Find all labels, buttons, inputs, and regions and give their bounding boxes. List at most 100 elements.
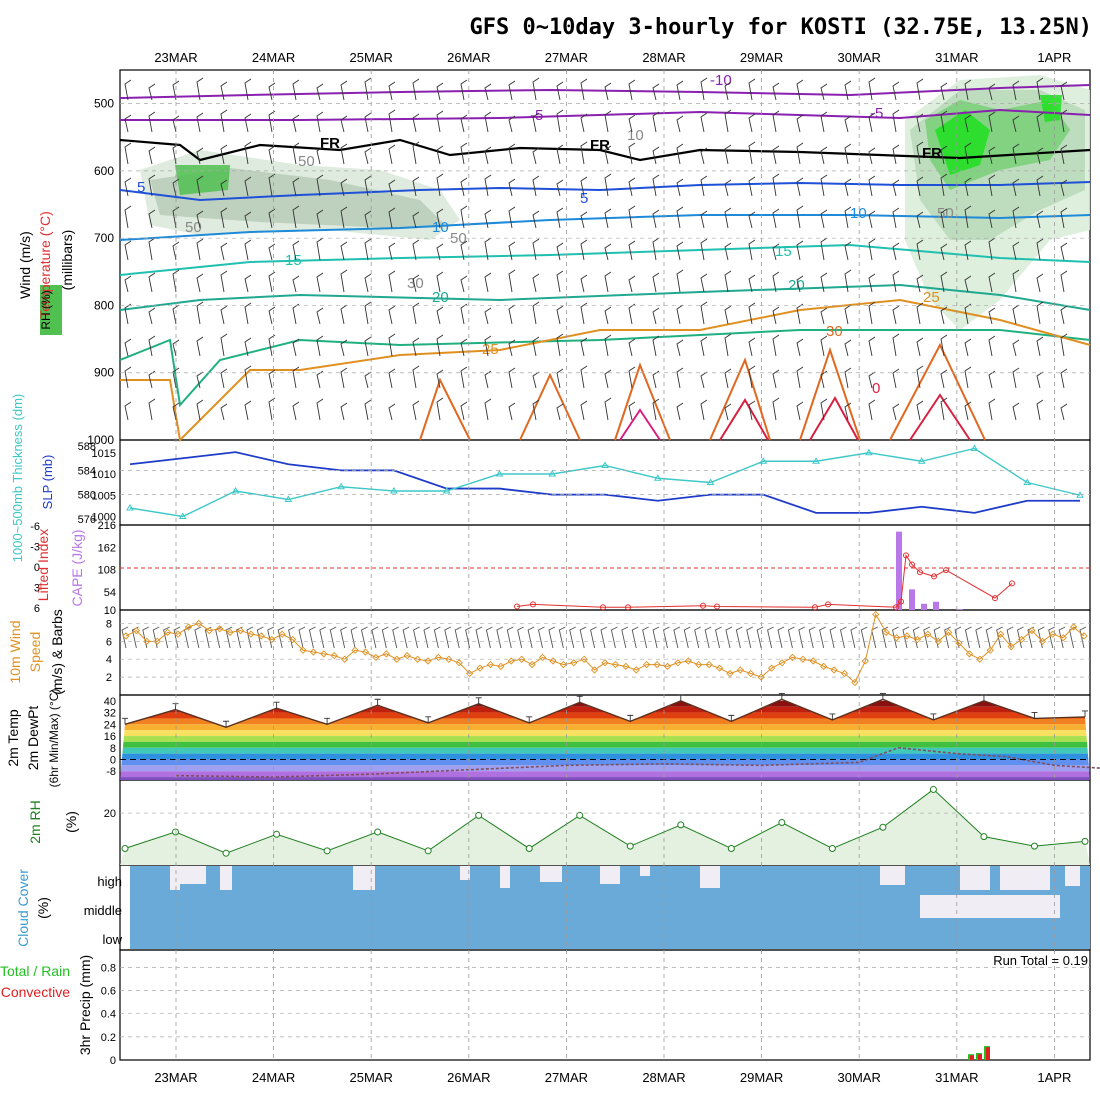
wind10m-barb xyxy=(371,626,379,649)
wind10m-barb xyxy=(360,626,368,649)
wind10m-barb xyxy=(756,626,764,649)
li-point xyxy=(714,603,720,610)
wind10m-barb xyxy=(933,626,941,649)
wind-barb xyxy=(724,179,732,197)
cloud-gap xyxy=(540,866,562,882)
wind-barb xyxy=(436,243,444,261)
date-label-top: 28MAR xyxy=(642,50,685,65)
ytick-cape: 216 xyxy=(98,520,116,532)
ytick-temp: 32 xyxy=(104,708,116,720)
slp-point xyxy=(231,487,240,494)
wind-barb xyxy=(964,275,972,293)
wind-barb xyxy=(268,369,276,389)
slp-point xyxy=(442,487,451,494)
convective-bar xyxy=(978,1054,982,1060)
wind-barb xyxy=(460,205,468,229)
cloud-gap xyxy=(220,866,232,890)
wind-speed-point xyxy=(997,630,1005,638)
wind-barb xyxy=(532,399,540,421)
wind-barb xyxy=(124,177,132,197)
wind-barb xyxy=(532,147,540,165)
wind-speed-point xyxy=(1059,634,1067,642)
wind-speed-point xyxy=(715,664,724,672)
wind-barb xyxy=(916,274,924,293)
wind-barb xyxy=(172,304,180,325)
wind-barb xyxy=(364,336,372,357)
wind-barb xyxy=(268,173,276,197)
slp-point xyxy=(970,444,979,451)
ytick-temp: 16 xyxy=(104,731,116,743)
wind10m-barb xyxy=(444,626,452,649)
wind-barb xyxy=(844,241,852,261)
wind-barb xyxy=(484,335,492,357)
wind10m-barb xyxy=(298,626,306,649)
ytick-slp: 1015 xyxy=(92,448,116,460)
wind-barb xyxy=(796,303,804,325)
wind-barb xyxy=(844,269,852,293)
li-point xyxy=(812,604,818,611)
wind-barb xyxy=(892,242,900,261)
cape-bar xyxy=(957,609,963,610)
wind10m-barb xyxy=(798,626,806,649)
wind-barb xyxy=(124,205,132,229)
cloud-level-label: low xyxy=(102,932,122,947)
wind-barb xyxy=(532,301,540,325)
wind-barb xyxy=(916,113,924,133)
wind10m-barb xyxy=(892,626,899,649)
cloud-cover-panel xyxy=(130,866,1090,949)
wind-speed-point xyxy=(538,653,547,662)
wind-barb xyxy=(700,238,708,261)
temp-minmax-bar xyxy=(324,717,331,725)
cloud-gap xyxy=(180,866,206,884)
wind-barb xyxy=(580,274,588,293)
thickness-line xyxy=(129,451,1080,514)
wind-barb xyxy=(724,144,732,165)
wind-barb xyxy=(556,333,564,357)
temp-contour-7 xyxy=(119,329,1091,408)
wind-speed-point xyxy=(924,630,932,638)
wind10m-barb xyxy=(871,626,878,649)
wind-barb xyxy=(988,272,996,293)
temp-band xyxy=(120,765,1090,772)
wind-barb xyxy=(1060,368,1068,389)
wind-barb xyxy=(676,115,684,133)
ylabel-lifted-index: Lifted Index xyxy=(35,529,51,601)
wind-barb xyxy=(532,210,540,229)
wind-barb xyxy=(316,146,324,165)
wind-barb xyxy=(820,335,828,357)
wind-speed-point xyxy=(299,646,307,654)
ytick-precip: 0 xyxy=(110,1055,116,1067)
wind-barb xyxy=(1012,339,1020,357)
wind-speed-point xyxy=(518,655,526,663)
wind-barb xyxy=(484,237,492,261)
wind10m-barb xyxy=(517,626,524,649)
wind-barb xyxy=(916,400,924,421)
temp-band xyxy=(120,741,1090,748)
wind-barb xyxy=(844,115,852,133)
wind-barb xyxy=(340,339,348,357)
wind-barb xyxy=(916,78,924,101)
wind-barb xyxy=(340,367,348,389)
wind-barb xyxy=(724,270,732,293)
ytick-upper: 900 xyxy=(94,366,114,380)
wind-barb xyxy=(220,270,228,293)
wind-barb xyxy=(148,146,156,165)
temp-contour-9 xyxy=(419,377,471,441)
wind-speed-point xyxy=(143,637,151,645)
wind-barb xyxy=(412,302,420,325)
wind-barb xyxy=(460,303,468,325)
wind10m-barb xyxy=(590,626,597,649)
ytick-cape: 162 xyxy=(98,542,116,554)
wind10m-barb xyxy=(725,626,733,649)
wind-speed-point xyxy=(726,669,734,678)
li-point xyxy=(1009,580,1015,587)
wind-barb xyxy=(652,83,660,101)
wind-barb xyxy=(676,304,684,325)
wind-barb xyxy=(532,175,540,197)
wind-barb xyxy=(988,111,996,133)
wind-barb xyxy=(724,333,732,357)
wind-barb xyxy=(844,339,852,357)
date-label-bottom: 23MAR xyxy=(154,1070,197,1085)
li-point xyxy=(600,604,606,611)
wind-barb xyxy=(316,335,324,357)
